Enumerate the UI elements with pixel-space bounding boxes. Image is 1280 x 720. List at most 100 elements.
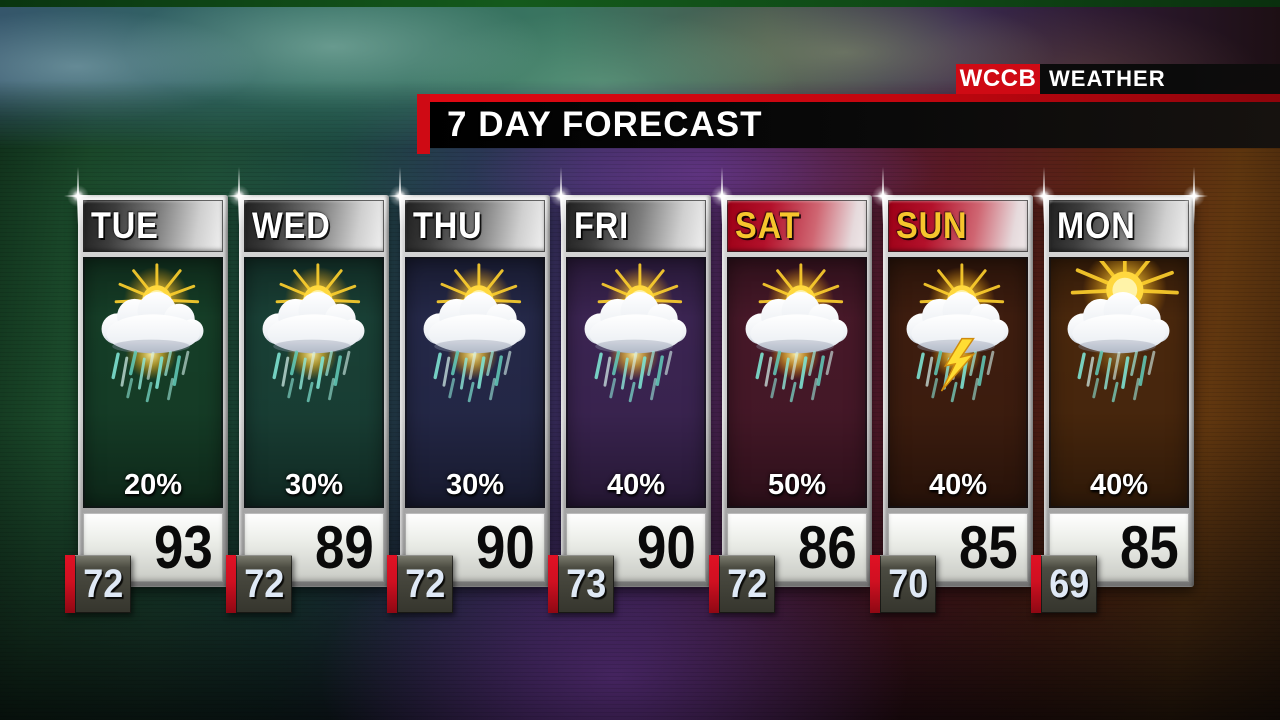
low-temp-box: 72 bbox=[709, 555, 775, 613]
day-body: 30% bbox=[244, 257, 384, 508]
low-temp-box: 70 bbox=[870, 555, 936, 613]
rain-glyph bbox=[111, 350, 190, 403]
low-temp-value: 72 bbox=[82, 561, 124, 606]
forecast-row: TUE bbox=[64, 167, 1208, 613]
low-temp-box: 72 bbox=[387, 555, 453, 613]
lightning-bolt-glyph bbox=[940, 337, 976, 392]
rain-glyph bbox=[755, 350, 834, 403]
day-name-label: WED bbox=[252, 205, 331, 246]
high-temp-box: 85 bbox=[1049, 513, 1189, 582]
day-name-label: MON bbox=[1057, 205, 1136, 246]
low-temp-red-stripe bbox=[548, 555, 558, 613]
day-body: 40% bbox=[566, 257, 706, 508]
cloud-glyph bbox=[745, 292, 848, 354]
day-body: 30% bbox=[405, 257, 545, 508]
low-temp-red-stripe bbox=[387, 555, 397, 613]
low-temp-box: 72 bbox=[65, 555, 131, 613]
low-temp-inner-box: 72 bbox=[719, 555, 775, 613]
low-temp-value: 70 bbox=[887, 561, 929, 606]
title-bar-red-line bbox=[417, 94, 1280, 102]
low-temp-value: 72 bbox=[243, 561, 285, 606]
day-body: 20% bbox=[83, 257, 223, 508]
high-temp-value: 85 bbox=[1120, 514, 1179, 581]
day-header: SAT bbox=[727, 200, 867, 252]
high-temp-value: 85 bbox=[959, 514, 1018, 581]
high-temp-value: 90 bbox=[476, 514, 535, 581]
day-card: THU bbox=[386, 167, 550, 613]
low-temp-box: 72 bbox=[226, 555, 292, 613]
station-call-letters: WCCB bbox=[956, 64, 1040, 94]
low-temp-red-stripe bbox=[870, 555, 880, 613]
low-temp-inner-box: 69 bbox=[1041, 555, 1097, 613]
sun-cloud-rain-icon bbox=[1067, 261, 1179, 403]
low-temp-value: 72 bbox=[404, 561, 446, 606]
day-header: WED bbox=[244, 200, 384, 252]
low-temp-inner-box: 72 bbox=[75, 555, 131, 613]
day-name-label: FRI bbox=[574, 205, 630, 246]
low-temp-inner-box: 72 bbox=[236, 555, 292, 613]
day-body: 40% bbox=[1049, 257, 1189, 508]
low-temp-inner-box: 73 bbox=[558, 555, 614, 613]
rain-glyph bbox=[594, 350, 673, 403]
cloud-glyph bbox=[1067, 292, 1170, 354]
sun-cloud-rain-icon bbox=[423, 263, 526, 403]
sun-cloud-rain-icon bbox=[262, 263, 365, 403]
day-header: THU bbox=[405, 200, 545, 252]
precip-chance-label: 20% bbox=[123, 469, 183, 501]
cloud-glyph bbox=[906, 292, 1009, 354]
precip-chance-label: 30% bbox=[284, 469, 344, 501]
sun-cloud-rain-icon bbox=[906, 263, 1009, 403]
day-card: TUE bbox=[64, 167, 228, 613]
low-temp-inner-box: 72 bbox=[397, 555, 453, 613]
precip-chance-label: 40% bbox=[928, 469, 988, 501]
cloud-glyph bbox=[584, 292, 687, 354]
title-bar: 7 DAY FORECAST bbox=[417, 94, 1280, 154]
high-temp-value: 93 bbox=[154, 514, 213, 581]
low-temp-red-stripe bbox=[226, 555, 236, 613]
low-temp-red-stripe bbox=[709, 555, 719, 613]
station-logo: WCCB WEATHER bbox=[956, 64, 1280, 94]
cloud-glyph bbox=[262, 292, 365, 354]
weather-brand-label: WEATHER bbox=[1040, 64, 1280, 94]
day-name-label: SUN bbox=[896, 205, 968, 246]
day-card: SAT bbox=[708, 167, 872, 613]
day-card: MON bbox=[1030, 167, 1208, 613]
rain-glyph bbox=[916, 350, 995, 403]
rain-glyph bbox=[272, 350, 351, 403]
low-temp-value: 73 bbox=[565, 561, 607, 606]
cloud-glyph bbox=[101, 292, 204, 354]
page-title: 7 DAY FORECAST bbox=[447, 105, 763, 144]
low-temp-red-stripe bbox=[65, 555, 75, 613]
high-temp-value: 90 bbox=[637, 514, 696, 581]
high-temp-value: 86 bbox=[798, 514, 857, 581]
day-card: SUN bbox=[869, 167, 1033, 613]
day-card: WED bbox=[225, 167, 389, 613]
title-bar-red-accent bbox=[417, 94, 430, 154]
low-temp-inner-box: 70 bbox=[880, 555, 936, 613]
precip-chance-label: 30% bbox=[445, 469, 505, 501]
day-name-label: SAT bbox=[735, 205, 801, 246]
day-card: FRI bbox=[547, 167, 711, 613]
low-temp-red-stripe bbox=[1031, 555, 1041, 613]
day-body: 40% bbox=[888, 257, 1028, 508]
rain-glyph bbox=[1077, 350, 1156, 403]
precip-chance-label: 40% bbox=[606, 469, 666, 501]
sun-cloud-rain-icon bbox=[101, 263, 204, 403]
sun-cloud-rain-icon bbox=[745, 263, 848, 403]
low-temp-value: 72 bbox=[726, 561, 768, 606]
top-green-strip bbox=[0, 0, 1280, 7]
day-header: TUE bbox=[83, 200, 223, 252]
day-name-label: TUE bbox=[91, 205, 159, 246]
cloud-glyph bbox=[423, 292, 526, 354]
high-temp-value: 89 bbox=[315, 514, 374, 581]
low-temp-value: 69 bbox=[1048, 561, 1090, 606]
day-header: MON bbox=[1049, 200, 1189, 252]
rain-glyph bbox=[433, 350, 512, 403]
day-header: SUN bbox=[888, 200, 1028, 252]
precip-chance-label: 50% bbox=[767, 469, 827, 501]
high-temp-box: 89 bbox=[244, 513, 384, 582]
title-bar-panel: 7 DAY FORECAST bbox=[417, 94, 1280, 154]
low-temp-box: 69 bbox=[1031, 555, 1097, 613]
day-header: FRI bbox=[566, 200, 706, 252]
low-temp-box: 73 bbox=[548, 555, 614, 613]
